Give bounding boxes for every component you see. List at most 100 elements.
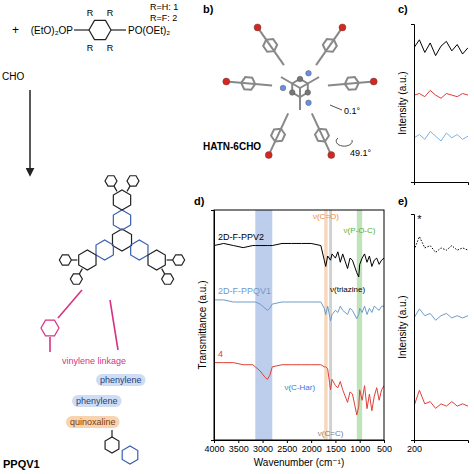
bond <box>71 259 77 260</box>
angle-label: 0.1° <box>344 106 361 116</box>
y-axis <box>411 215 415 441</box>
plot-area <box>414 40 468 141</box>
x-tick-label: 1000 <box>350 444 370 454</box>
substituent: R <box>87 8 94 18</box>
bond <box>74 29 89 30</box>
structure-label: vinylene linkage <box>62 356 126 366</box>
chart-panel: 200 e) Intensity (a.u.) * <box>397 195 469 454</box>
phenyl-ring <box>345 77 359 90</box>
atom <box>306 100 312 106</box>
phenyl-ring <box>59 255 71 265</box>
plus-sign: + <box>12 23 19 37</box>
vinylene <box>58 290 82 318</box>
plot-area <box>414 237 468 409</box>
structure-label: phenylene <box>100 375 142 385</box>
panel-label: e) <box>398 195 408 207</box>
bond <box>114 186 117 191</box>
x-tick-label: 4000 <box>204 444 224 454</box>
band <box>357 210 362 440</box>
annotation: ν(C=O) <box>313 212 339 221</box>
y-axis-line <box>411 25 415 183</box>
bond <box>111 430 112 437</box>
substituent: R <box>87 43 94 53</box>
structure-label: quinoxaline <box>70 417 116 427</box>
bond <box>79 269 82 274</box>
atom <box>265 152 272 159</box>
phenyl-ring <box>323 39 337 52</box>
bond <box>127 186 130 191</box>
annotation: * <box>417 213 422 225</box>
x-tick-mark <box>360 440 361 443</box>
benzene-ring <box>148 250 165 270</box>
series-label: 2D-F-PPQV1 <box>218 286 271 296</box>
reagent: (EtO)₂OP <box>31 25 74 36</box>
benzene-ring <box>113 190 130 210</box>
fluorophenyl-ring <box>41 320 59 336</box>
x-axis-title: Wavenumber (cm⁻¹) <box>254 457 344 468</box>
x-axis: 4000350030002500200015001000500 <box>204 440 392 454</box>
core-ring <box>112 229 131 251</box>
series-line <box>214 363 384 415</box>
substituent-key: R=F: 2 <box>150 13 177 23</box>
bond <box>111 29 126 30</box>
atom <box>254 24 261 31</box>
phenyl-ring <box>105 176 117 186</box>
phenyl-ring <box>127 176 139 186</box>
rotation-arrow <box>336 138 352 146</box>
bond <box>167 259 173 260</box>
scheme: +(EtO)₂OPPO(OEt)₂RRRRR=H: 1R=F: 2CHOviny… <box>2 2 185 470</box>
x-tick: 1000 <box>350 440 370 454</box>
x-axis: 200 <box>407 440 469 454</box>
aldehyde: CHO <box>2 71 24 82</box>
band <box>255 210 272 440</box>
x-tick-mark <box>238 440 239 443</box>
atom <box>289 90 295 96</box>
phenyl-ring <box>271 129 285 142</box>
annotation: ν(triazine) <box>330 285 365 294</box>
x-tick-mark <box>311 440 312 443</box>
molecule-name: HATN-6CHO <box>203 141 261 152</box>
benzene-ring <box>105 437 119 453</box>
x-tick-mark <box>335 440 336 443</box>
x-tick: 500 <box>377 440 392 454</box>
bond <box>299 88 301 110</box>
phenyl-ring <box>263 39 277 52</box>
y-axis-line <box>411 215 415 441</box>
benzene-ring <box>79 250 96 270</box>
phenyl-ring <box>70 274 82 284</box>
y-axis-title: Intensity (a.u.) <box>397 295 408 358</box>
chart-panel: c)Intensity (a.u.) <box>397 3 469 185</box>
x-axis <box>415 183 469 186</box>
series-line <box>214 243 384 276</box>
y-axis <box>411 25 415 183</box>
x-tick: 200 <box>407 440 422 454</box>
y-axis-title: Transmittance (a.u.) <box>197 280 208 369</box>
atom <box>339 24 346 31</box>
x-tick: 2000 <box>302 440 322 454</box>
x-tick-mark <box>384 440 385 443</box>
atom <box>370 78 377 85</box>
phenyl-ring <box>162 274 174 284</box>
pyrazine-ring <box>113 210 130 230</box>
ring <box>89 20 111 39</box>
series-line <box>214 300 384 321</box>
x-tick-mark <box>287 440 288 443</box>
bond <box>328 82 374 86</box>
leader <box>330 105 342 110</box>
x-tick: 3500 <box>229 440 249 454</box>
core-ring <box>122 446 138 464</box>
figure: +(EtO)₂OPPO(OEt)₂RRRRR=H: 1R=F: 2CHOviny… <box>0 0 474 474</box>
y-axis-line <box>211 211 215 441</box>
x-axis-line <box>215 441 385 444</box>
reagent: PO(OEt)₂ <box>128 25 170 36</box>
bond <box>269 113 288 155</box>
phenyl-ring <box>173 255 185 265</box>
x-tick-label: 2500 <box>277 444 297 454</box>
x-tick: 1500 <box>326 440 346 454</box>
band <box>324 210 327 440</box>
series-line <box>414 131 468 140</box>
pyrazine-ring <box>96 240 113 260</box>
atom <box>305 90 311 96</box>
bond <box>312 113 331 155</box>
substituent: R <box>107 43 114 53</box>
